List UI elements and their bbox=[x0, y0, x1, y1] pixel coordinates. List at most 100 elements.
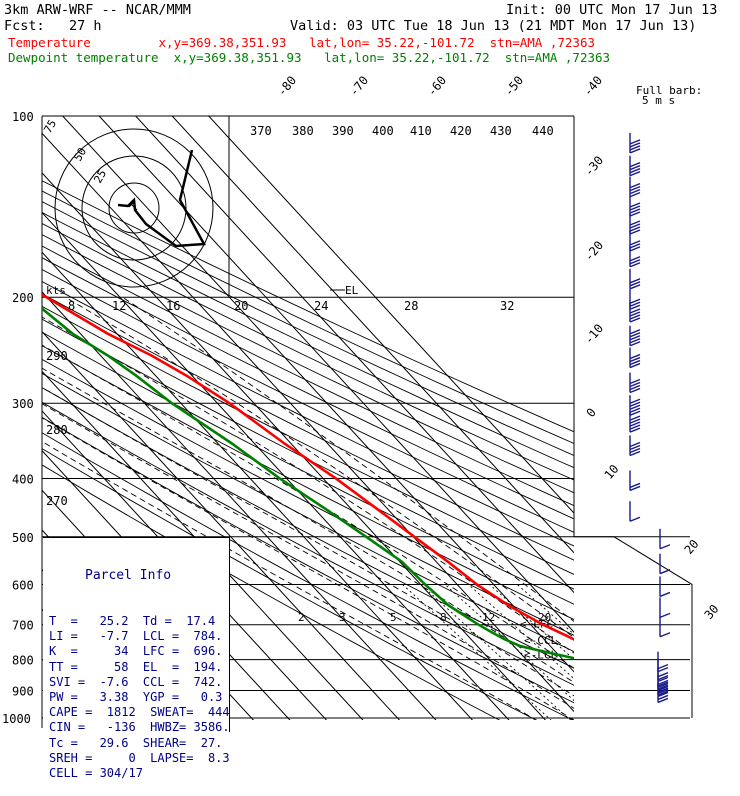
dry-adiabat bbox=[42, 416, 574, 704]
barb-flag bbox=[629, 516, 641, 522]
barb-flag bbox=[657, 679, 669, 686]
wind-barb bbox=[629, 132, 641, 154]
el-tag: EL bbox=[345, 284, 359, 297]
mixing-ratio-line bbox=[402, 584, 552, 720]
isotherm-label: 0 bbox=[584, 405, 599, 420]
dewpoint-legend: Dewpoint temperature x,y=369.38,351.93 l… bbox=[8, 50, 611, 65]
isotherm-label: -80 bbox=[275, 73, 300, 99]
model-title: 3km ARW-WRF -- NCAR/MMM bbox=[4, 2, 191, 18]
barb-flag bbox=[629, 182, 641, 189]
wind-barb bbox=[629, 301, 641, 323]
isotherm-label: -10 bbox=[582, 321, 607, 347]
wind-barb bbox=[629, 372, 641, 394]
barb-flag bbox=[629, 278, 641, 284]
dry-adiabat bbox=[42, 432, 574, 720]
pressure-label: 600 bbox=[12, 578, 34, 592]
hodo-ring bbox=[81, 155, 187, 261]
mixing-ratio-axis-label: 20 bbox=[234, 299, 248, 313]
temperature-line bbox=[42, 293, 574, 641]
theta-label: 420 bbox=[450, 124, 472, 138]
moist-adiabat bbox=[42, 367, 574, 684]
pressure-label: 800 bbox=[12, 654, 34, 668]
barb-flag bbox=[629, 378, 641, 385]
barb-flag bbox=[657, 675, 669, 681]
mixing-ratio-label: 12 bbox=[482, 611, 495, 624]
parcel-info-rows: T = 25.2 Td = 17.4 LI = -7.7 LCL = 784. K … bbox=[43, 614, 230, 781]
wind-barb bbox=[659, 553, 671, 575]
right-axis-ext bbox=[574, 536, 693, 718]
theta-label: 410 bbox=[410, 124, 432, 138]
pressure-label: 200 bbox=[12, 291, 34, 305]
barb-flag bbox=[629, 165, 641, 171]
hodo-units: kts bbox=[46, 284, 66, 297]
barb-flag bbox=[629, 314, 641, 320]
barb-flag bbox=[657, 694, 669, 701]
barb-flag bbox=[629, 185, 641, 192]
barb-flag bbox=[629, 441, 641, 448]
parcel-info-title: Parcel Info bbox=[85, 568, 172, 584]
barb-flag bbox=[629, 338, 641, 344]
wind-barbs: Full barb:5 m s bbox=[629, 84, 702, 704]
barb-flag bbox=[629, 353, 641, 360]
pressure-label: 700 bbox=[12, 619, 34, 633]
mixing-ratio-axis-label: 8 bbox=[68, 299, 75, 313]
wind-barb bbox=[629, 195, 641, 217]
level-tag: <-LFC bbox=[520, 617, 553, 630]
dry-adiabat bbox=[42, 201, 574, 456]
barb-flag bbox=[629, 421, 641, 427]
wind-barb bbox=[659, 616, 671, 638]
parcel-row: K = 34 LFC = 696. bbox=[49, 644, 223, 659]
theta-label: 390 bbox=[332, 124, 354, 138]
theta-label: 400 bbox=[372, 124, 394, 138]
barb-flag bbox=[629, 298, 641, 304]
barb-flag bbox=[629, 401, 641, 407]
init-time: Init: 00 UTC Mon 17 Jun 13 bbox=[506, 2, 718, 18]
parcel-row: SREH = 0 LAPSE= 8.3 bbox=[49, 750, 230, 765]
isotherm bbox=[171, 116, 574, 554]
dry-adiabat bbox=[42, 280, 574, 547]
barb-flag bbox=[659, 591, 671, 598]
barb-flag bbox=[629, 381, 641, 388]
barb-flag bbox=[629, 301, 641, 307]
isotherm bbox=[42, 132, 574, 713]
dry-adiabat bbox=[42, 372, 574, 653]
parcel-row: CIN = -136 HWBZ= 3586. bbox=[49, 720, 230, 735]
barb-flag bbox=[629, 259, 641, 265]
parcel-row: LI = -7.7 LCL = 784. bbox=[49, 629, 223, 644]
barb-flag bbox=[629, 418, 641, 424]
barb-flag bbox=[629, 202, 641, 208]
barb-flag bbox=[629, 284, 641, 290]
barb-flag bbox=[629, 148, 641, 154]
barb-flag bbox=[629, 142, 641, 148]
barb-flag bbox=[629, 482, 641, 489]
moist-adiabat bbox=[42, 386, 574, 697]
hodo-ring-label: 75 bbox=[41, 118, 59, 136]
wind-barb bbox=[629, 435, 641, 457]
isotherm bbox=[42, 330, 401, 720]
forecast-hour: Fcst: 27 h bbox=[4, 18, 102, 34]
dry-adiabat bbox=[42, 358, 574, 636]
barb-flag bbox=[657, 667, 669, 673]
barb-flag bbox=[629, 444, 641, 451]
isotherm bbox=[42, 291, 437, 720]
barb-flag bbox=[629, 205, 641, 211]
barb-flag bbox=[629, 317, 641, 323]
theta-label: 270 bbox=[46, 494, 68, 508]
pressure-label: 400 bbox=[12, 472, 34, 486]
mixing-ratio-axis-label: 24 bbox=[314, 299, 328, 313]
isotherm-label: 10 bbox=[602, 462, 622, 482]
barb-flag bbox=[629, 171, 641, 177]
parcel-row: T = 25.2 Td = 17.4 bbox=[49, 614, 216, 629]
hodo-ring-label: 25 bbox=[91, 168, 109, 186]
barb-flag bbox=[629, 139, 641, 145]
barb-flag bbox=[657, 688, 669, 695]
wind-barb bbox=[629, 230, 641, 252]
barb-flag bbox=[629, 220, 641, 226]
theta-label: 440 bbox=[532, 124, 554, 138]
isotherm-label: -40 bbox=[581, 73, 606, 99]
pressure-label: 1000 bbox=[2, 712, 31, 726]
mixing-ratio-line bbox=[468, 584, 574, 680]
isotherm bbox=[208, 116, 574, 514]
wind-barb bbox=[629, 395, 641, 416]
barb-legend: Full barb: bbox=[636, 84, 702, 97]
